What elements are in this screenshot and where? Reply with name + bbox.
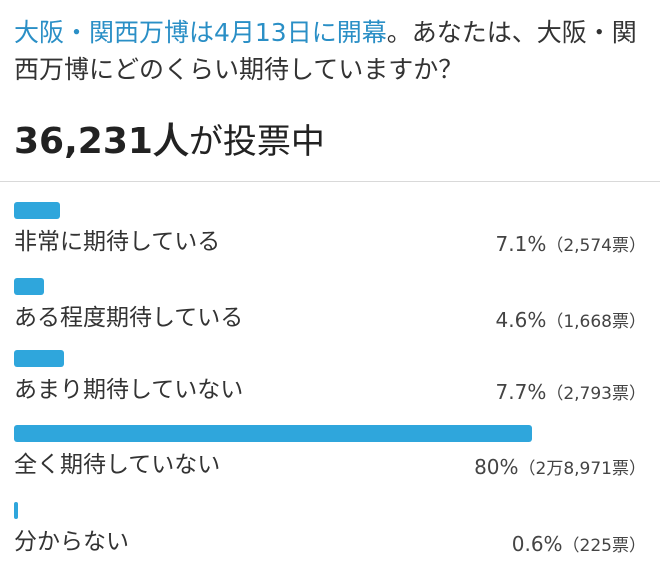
- poll-option-dont-know[interactable]: 分からない 0.6%（225票）: [14, 502, 646, 562]
- option-votes: （1,668票）: [546, 312, 646, 332]
- expo-link[interactable]: 大阪・関西万博は4月13日に開幕: [14, 18, 387, 47]
- poll-question: 大阪・関西万博は4月13日に開幕。あなたは、大阪・関西万博にどのくらい期待してい…: [14, 14, 654, 88]
- option-percent: 0.6%: [511, 532, 563, 556]
- poll-option-not-at-all-expectant[interactable]: 全く期待していない 80%（2万8,971票）: [14, 425, 646, 485]
- option-votes: （225票）: [562, 536, 646, 556]
- option-result: 4.6%（1,668票）: [496, 306, 646, 336]
- poll-option-not-very-expectant[interactable]: あまり期待していない 7.7%（2,793票）: [14, 350, 646, 410]
- option-votes: （2,793票）: [546, 384, 646, 404]
- option-result: 80%（2万8,971票）: [474, 453, 646, 483]
- option-percent: 4.6%: [495, 308, 547, 332]
- option-votes: （2万8,971票）: [518, 459, 646, 479]
- option-percent: 80%: [474, 455, 519, 479]
- result-bar: [14, 202, 60, 219]
- total-votes: 36,231人が投票中: [14, 120, 325, 164]
- option-result: 7.7%（2,793票）: [496, 378, 646, 408]
- divider: [0, 181, 660, 182]
- option-label: 全く期待していない: [14, 452, 221, 478]
- vote-count-suffix: が投票中: [188, 122, 325, 162]
- question-text: 。あなたは、大阪・関西万博にどのくらい期待していますか？: [14, 18, 637, 84]
- option-label: あまり期待していない: [14, 377, 244, 403]
- option-label: 非常に期待している: [14, 229, 221, 255]
- option-votes: （2,574票）: [546, 236, 646, 256]
- poll-option-somewhat-expectant[interactable]: ある程度期待している 4.6%（1,668票）: [14, 278, 646, 338]
- result-bar: [14, 350, 64, 367]
- option-result: 7.1%（2,574票）: [496, 230, 646, 260]
- result-bar: [14, 278, 44, 295]
- vote-count: 36,231人: [14, 121, 189, 162]
- option-label: ある程度期待している: [14, 305, 244, 331]
- result-bar: [14, 425, 532, 442]
- option-result: 0.6%（225票）: [512, 530, 646, 560]
- option-label: 分からない: [14, 529, 129, 555]
- poll-option-very-expectant[interactable]: 非常に期待している 7.1%（2,574票）: [14, 202, 646, 262]
- result-bar: [14, 502, 18, 519]
- option-percent: 7.7%: [495, 380, 547, 404]
- option-percent: 7.1%: [495, 232, 547, 256]
